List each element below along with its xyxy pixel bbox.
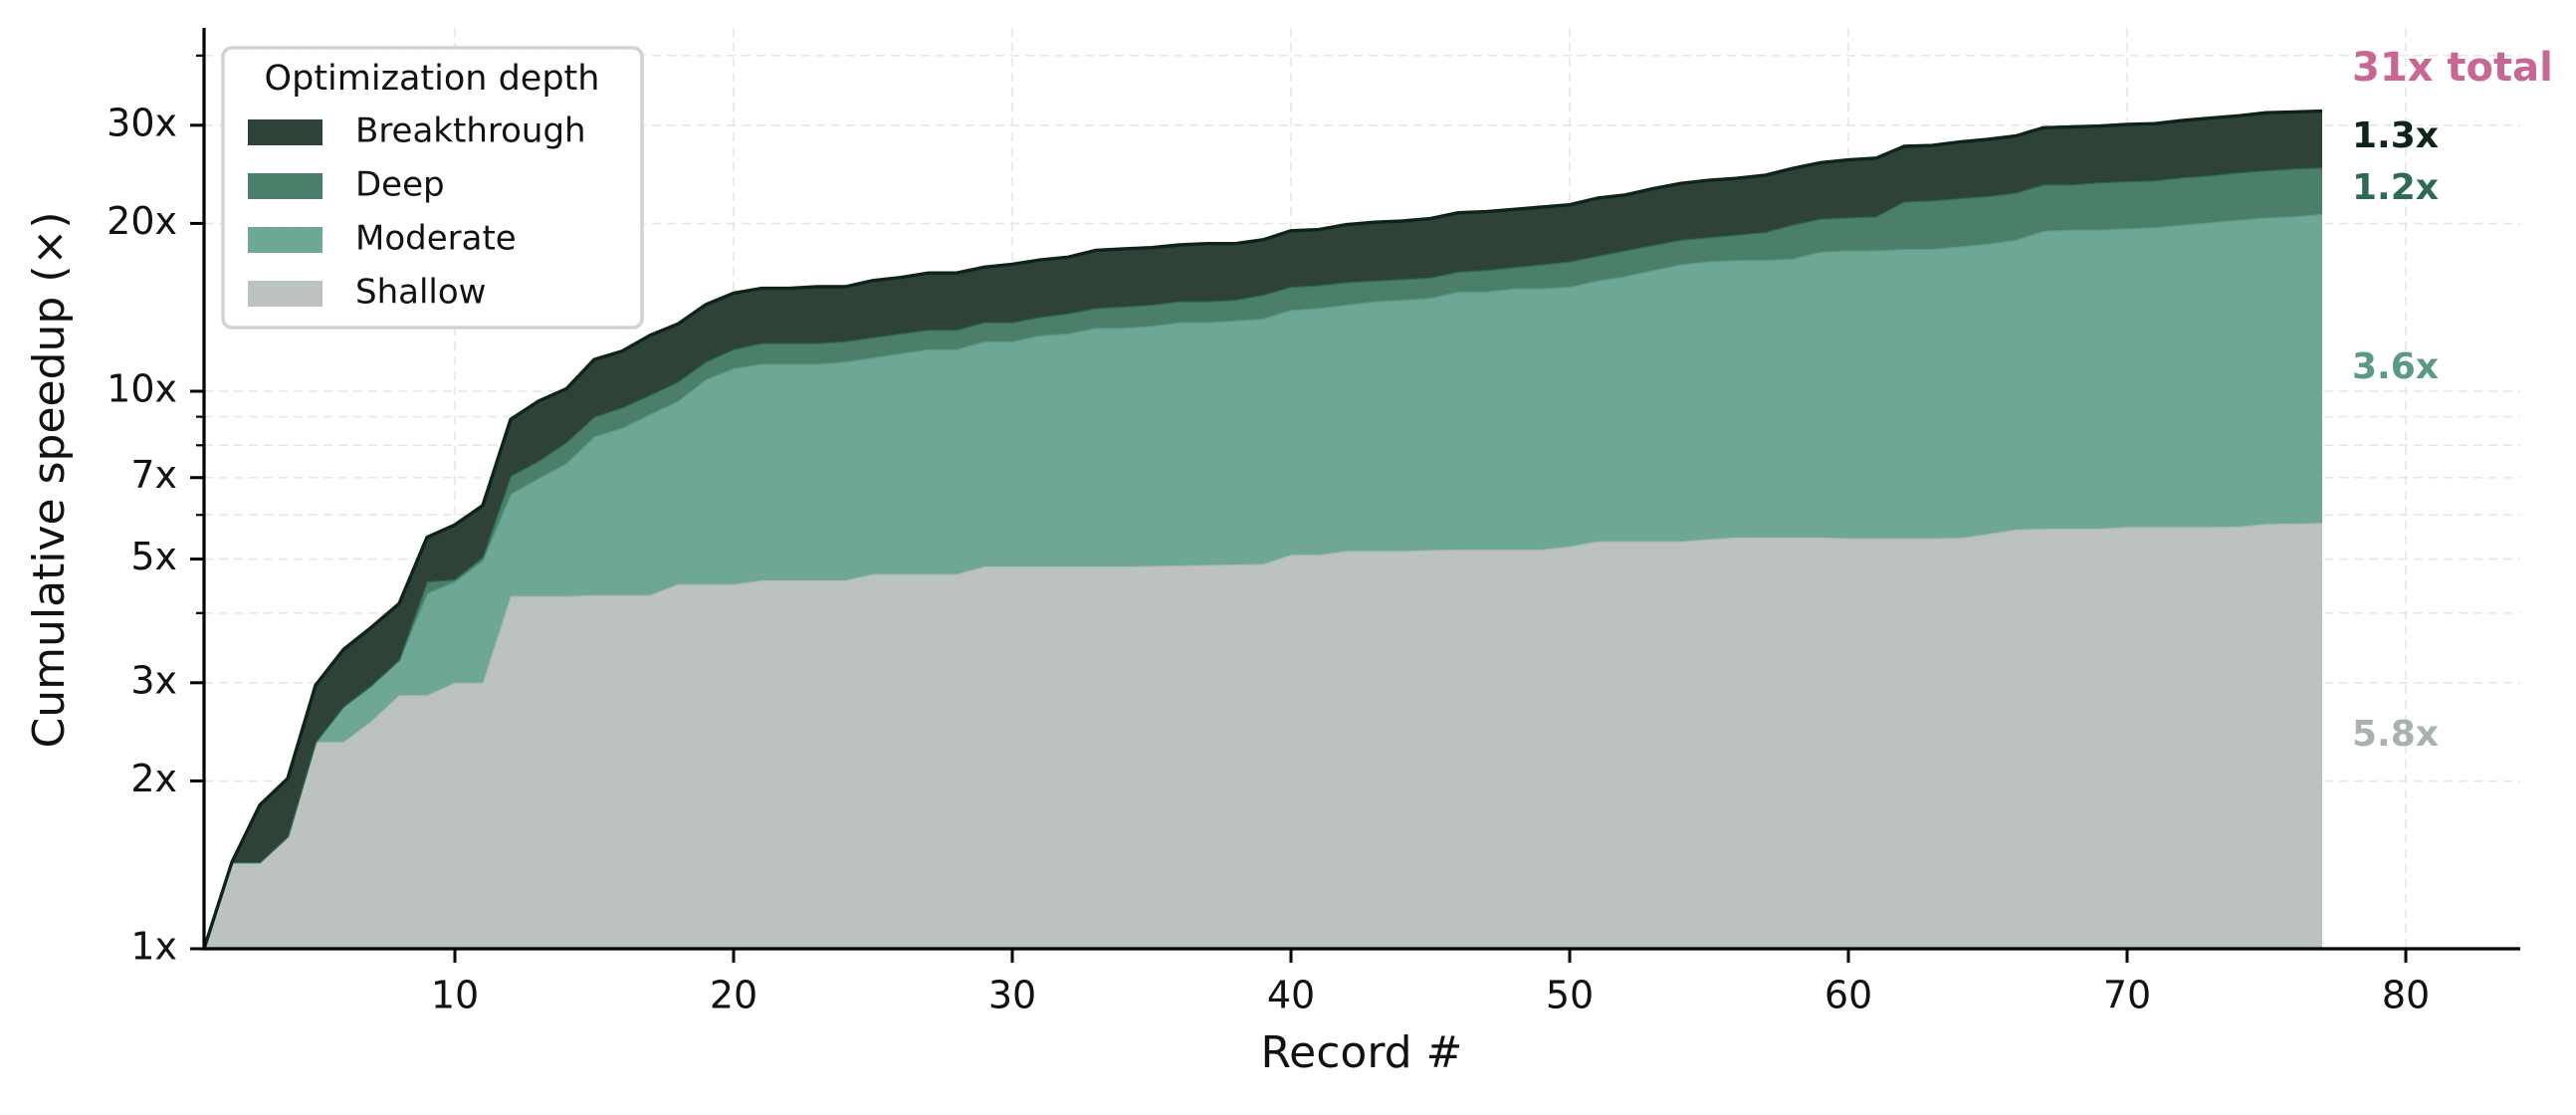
x-axis-title: Record # (1261, 1027, 1463, 1078)
edge-breakthrough (202, 109, 2323, 950)
y-tick-label: 20x (107, 199, 177, 243)
total-speedup-label: 31x total (2352, 45, 2553, 91)
factor-label-breakthrough: 1.3x (2352, 115, 2439, 156)
area-moderate (204, 213, 2322, 949)
x-tick-label: 50 (1546, 974, 1594, 1017)
stacked-areas (202, 109, 2323, 950)
y-tick-label: 30x (107, 101, 177, 144)
legend-swatch-breakthrough (248, 119, 322, 145)
x-tick-label: 40 (1267, 974, 1315, 1017)
legend: Optimization depth Breakthrough Deep Moder… (221, 46, 644, 330)
factor-label-moderate: 3.6x (2352, 346, 2439, 387)
legend-label-deep: Deep (355, 165, 445, 205)
x-tick-label: 20 (710, 974, 757, 1017)
legend-items: Breakthrough Deep Moderate Shallow (248, 112, 586, 313)
y-tick-label: 7x (130, 453, 177, 497)
factor-label-shallow: 5.8x (2352, 714, 2439, 755)
area-shallow (204, 523, 2322, 949)
x-tick-label: 30 (988, 974, 1036, 1017)
legend-title: Optimization depth (265, 59, 600, 99)
y-tick-label: 1x (130, 925, 177, 969)
y-tick-label: 5x (130, 535, 177, 578)
y-axis-title: Cumulative speedup (×) (24, 211, 75, 748)
x-tick-label: 10 (431, 974, 479, 1017)
legend-swatch-shallow (248, 281, 322, 307)
x-tick-label: 70 (2103, 974, 2151, 1017)
legend-swatch-deep (248, 173, 322, 199)
x-tick-label: 60 (1825, 974, 1872, 1017)
end-labels: 5.8x 3.6x 1.2x 1.3x 31x total (2352, 45, 2553, 755)
y-tick-label: 3x (130, 658, 177, 702)
legend-label-shallow: Shallow (355, 273, 486, 313)
factor-label-deep: 1.2x (2352, 167, 2439, 208)
axes (202, 28, 2520, 951)
area-breakthrough (204, 111, 2322, 950)
area-deep (204, 167, 2322, 949)
x-tick-label: 80 (2382, 974, 2430, 1017)
legend-frame (221, 46, 644, 330)
legend-label-moderate: Moderate (355, 219, 517, 259)
legend-label-breakthrough: Breakthrough (355, 112, 586, 151)
y-tick-label: 2x (130, 757, 177, 800)
y-tick-label: 10x (107, 367, 177, 411)
legend-swatch-moderate (248, 227, 322, 253)
tick-marks: 1x 2x 3x 5x 7x 10x 20x 30x 10 20 30 40 50 60 70 80 (107, 54, 2430, 1017)
